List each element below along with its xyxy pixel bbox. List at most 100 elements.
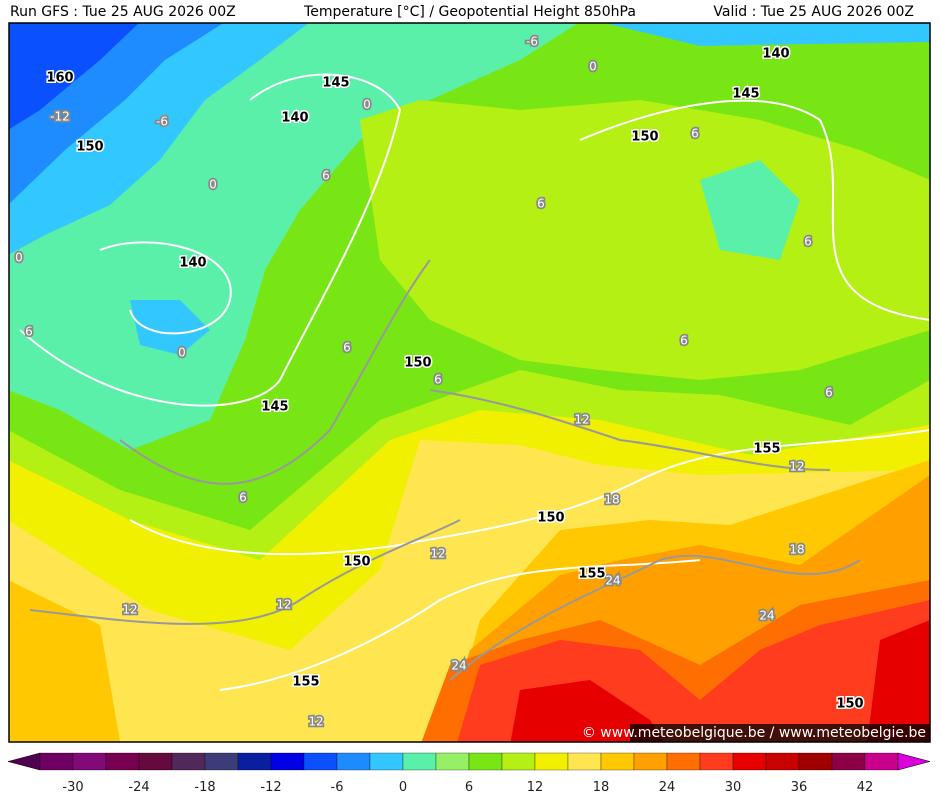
colorbar-segment bbox=[831, 752, 866, 771]
height-contour bbox=[579, 99, 930, 321]
colorbar-segment bbox=[798, 752, 833, 771]
height-label: 155 bbox=[753, 442, 780, 457]
temperature-label: -6 bbox=[526, 35, 538, 49]
colorbar-segment bbox=[765, 752, 800, 771]
height-label: 150 bbox=[631, 130, 658, 145]
colorbar-label: -30 bbox=[62, 780, 83, 795]
valid-info: Valid : Tue 25 AUG 2026 00Z bbox=[713, 4, 914, 20]
temperature-label: 18 bbox=[789, 543, 804, 557]
temp-field bbox=[9, 23, 139, 130]
height-label: 160 bbox=[46, 71, 73, 86]
temperature-label: 6 bbox=[239, 491, 247, 505]
temperature-label: 6 bbox=[343, 341, 351, 355]
temp-contour bbox=[429, 389, 831, 471]
colorbar: -30 -24 -18 -12 -6 0 6 12 18 24 30 36 42 bbox=[7, 752, 931, 795]
colorbar-label: 6 bbox=[465, 780, 473, 795]
colorbar-label: -18 bbox=[194, 780, 215, 795]
temperature-label: 18 bbox=[604, 493, 619, 507]
colorbar-label: 36 bbox=[791, 780, 808, 795]
colorbar-segment bbox=[468, 752, 503, 771]
temperature-label: 6 bbox=[680, 334, 688, 348]
colorbar-segment bbox=[402, 752, 437, 771]
temperature-label: 24 bbox=[451, 659, 466, 673]
temperature-label: 6 bbox=[537, 197, 545, 211]
height-contour bbox=[99, 241, 232, 335]
colorbar-label: 12 bbox=[527, 780, 544, 795]
temperature-label: 6 bbox=[322, 169, 330, 183]
colorbar-segment bbox=[534, 752, 569, 771]
height-label: 155 bbox=[292, 675, 319, 690]
colorbar-segment bbox=[864, 752, 899, 771]
height-label: 140 bbox=[281, 111, 308, 126]
height-label: 150 bbox=[76, 140, 103, 155]
temperature-label: 12 bbox=[122, 603, 137, 617]
height-label: 140 bbox=[179, 256, 206, 271]
colorbar-segment bbox=[600, 752, 635, 771]
colorbar-label: -12 bbox=[260, 780, 281, 795]
temperature-label: 12 bbox=[789, 460, 804, 474]
colorbar-segment bbox=[369, 752, 404, 771]
run-info: Run GFS : Tue 25 AUG 2026 00Z bbox=[10, 4, 236, 20]
colorbar-segment bbox=[666, 752, 701, 771]
temperature-label: 12 bbox=[430, 547, 445, 561]
height-contour bbox=[219, 559, 701, 691]
colorbar-segment bbox=[237, 752, 272, 771]
colorbar-segment bbox=[435, 752, 470, 771]
colorbar-segment bbox=[501, 752, 536, 771]
map-title: Temperature [°C] / Geopotential Height 8… bbox=[303, 4, 636, 20]
temperature-label: 0 bbox=[15, 251, 23, 265]
colorbar-segment bbox=[303, 752, 338, 771]
temperature-label: -6 bbox=[156, 115, 168, 129]
watermark-bg bbox=[630, 724, 930, 742]
temperature-label: 6 bbox=[434, 373, 442, 387]
temperature-label: 12 bbox=[308, 715, 323, 729]
temperature-label: -12 bbox=[50, 110, 70, 124]
height-label: 150 bbox=[343, 555, 370, 570]
temp-field bbox=[510, 680, 664, 742]
colorbar-label: 24 bbox=[659, 780, 676, 795]
colorbar-end bbox=[897, 752, 931, 771]
colorbar-segment bbox=[699, 752, 734, 771]
colorbar-segment bbox=[633, 752, 668, 771]
height-contour bbox=[19, 73, 402, 407]
colorbar-segment bbox=[171, 752, 206, 771]
temperature-label: 12 bbox=[574, 413, 589, 427]
colorbar-segment bbox=[567, 752, 602, 771]
temp-contour bbox=[29, 519, 461, 625]
colorbar-segment bbox=[204, 752, 239, 771]
colorbar-label: 0 bbox=[399, 780, 407, 795]
height-label: 140 bbox=[762, 47, 789, 62]
temperature-label: 0 bbox=[589, 60, 597, 74]
height-label: 150 bbox=[537, 511, 564, 526]
temp-field bbox=[867, 620, 930, 742]
colorbar-label: -24 bbox=[128, 780, 149, 795]
height-label: 145 bbox=[261, 400, 288, 415]
height-label: 145 bbox=[732, 87, 759, 102]
temperature-label: 0 bbox=[209, 178, 217, 192]
temperature-label: 6 bbox=[804, 235, 812, 249]
height-label: 150 bbox=[404, 356, 431, 371]
colorbar-segment bbox=[336, 752, 371, 771]
height-contour bbox=[129, 429, 930, 556]
height-label: 155 bbox=[578, 567, 605, 582]
map-frame bbox=[8, 22, 931, 743]
colorbar-segment bbox=[270, 752, 305, 771]
temperature-label: 0 bbox=[363, 98, 371, 112]
temperature-label: 12 bbox=[276, 598, 291, 612]
height-label: 150 bbox=[836, 697, 863, 712]
temperature-label: 24 bbox=[759, 609, 774, 623]
temp-contour bbox=[119, 259, 431, 485]
temp-field bbox=[130, 300, 210, 355]
temp-field bbox=[360, 100, 930, 380]
temperature-label: 6 bbox=[25, 325, 33, 339]
colorbar-label: 30 bbox=[725, 780, 742, 795]
temp-field bbox=[9, 580, 121, 742]
temperature-label: 0 bbox=[178, 346, 186, 360]
colorbar-label: 18 bbox=[593, 780, 610, 795]
temp-field bbox=[700, 160, 800, 260]
temperature-label: 6 bbox=[691, 127, 699, 141]
colorbar-label: 42 bbox=[857, 780, 874, 795]
height-label: 145 bbox=[322, 76, 349, 91]
temp-field bbox=[604, 23, 930, 46]
